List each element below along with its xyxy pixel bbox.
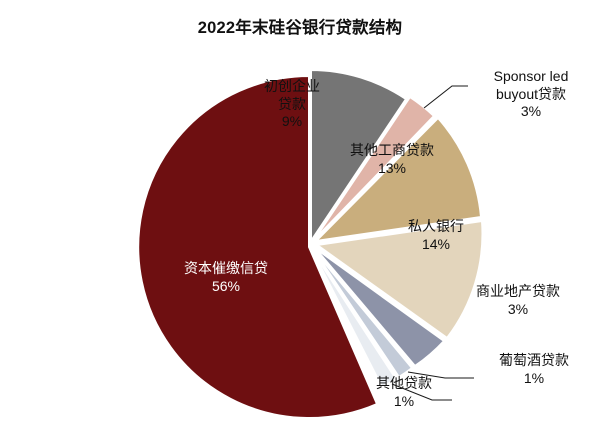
pie-slice-wine[interactable]	[312, 248, 413, 378]
pie-label-sponsor-value: 3%	[520, 103, 542, 119]
pie-slice-other-commercial[interactable]	[315, 117, 482, 242]
pie-label-sponsor-led-buyout: Sponsor led buyout贷款 3%	[470, 68, 592, 121]
leader-line-wine	[407, 371, 474, 379]
leader-line-sponsor	[423, 85, 468, 109]
pie-label-wine: 葡萄酒贷款 1%	[478, 352, 590, 387]
chart-title: 2022年末硅谷银行贷款结构	[197, 19, 403, 37]
pie-label-commercial-real-estate: 商业地产贷款 3%	[448, 283, 588, 318]
pie-label-capital-call-line1: 资本催缴信贷	[184, 260, 268, 276]
pie-label-capital-call-value: 56%	[211, 277, 241, 294]
pie-label-other-loans-value: 1%	[393, 392, 415, 409]
pie-label-other-commercial-value: 13%	[377, 159, 407, 176]
leader-lines	[391, 85, 474, 401]
pie-slice-capital-call[interactable]	[137, 75, 378, 419]
pie-label-sponsor-line2: buyout贷款	[495, 85, 567, 102]
pie-slice-other-loans[interactable]	[311, 249, 397, 388]
pie-label-startup-line2: 贷款	[278, 95, 306, 112]
pie-slice-sponsor-led-buyout[interactable]	[313, 96, 435, 241]
pie-label-other-loans-line1: 其他贷款	[376, 375, 432, 391]
pie-label-private-bank: 私人银行 14%	[382, 218, 490, 253]
pie-label-capital-call: 资本催缴信贷 56%	[142, 260, 310, 295]
pie-label-startup: 初创企业 贷款 9%	[236, 78, 348, 131]
pie-label-private-bank-line1: 私人银行	[408, 218, 464, 234]
pie-label-other-commercial-line1: 其他工商贷款	[350, 142, 434, 158]
pie-label-wine-line1: 葡萄酒贷款	[499, 352, 569, 368]
pie-label-cre-value: 3%	[507, 300, 529, 317]
pie-label-cre-line1: 商业地产贷款	[476, 283, 560, 299]
pie-slice-private-bank[interactable]	[316, 220, 484, 339]
pie-label-other-commercial: 其他工商贷款 13%	[330, 142, 454, 177]
leader-line-other-loans	[391, 383, 452, 401]
pie-slice-startup[interactable]	[310, 69, 407, 242]
pie-label-private-bank-value: 14%	[421, 235, 451, 252]
pie-label-sponsor-line1: Sponsor led	[493, 68, 569, 84]
pie-slices	[137, 69, 484, 419]
pie-label-other-loans: 其他贷款 1%	[352, 375, 456, 410]
pie-label-startup-line1: 初创企业	[264, 78, 320, 94]
pie-label-wine-value: 1%	[523, 369, 545, 386]
pie-slice-commercial-real-estate[interactable]	[314, 247, 445, 367]
pie-label-startup-value: 9%	[281, 113, 303, 129]
